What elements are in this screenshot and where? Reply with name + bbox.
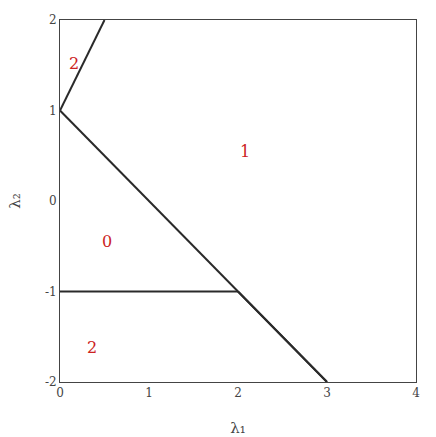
svg-text:-1: -1: [45, 285, 57, 299]
svg-text:2: 2: [234, 386, 242, 400]
svg-text:0: 0: [49, 194, 57, 208]
svg-text:0: 0: [56, 386, 64, 400]
svg-text:1: 1: [49, 104, 57, 118]
svg-text:3: 3: [323, 386, 331, 400]
svg-text:0: 0: [102, 232, 112, 251]
svg-text:2: 2: [87, 338, 97, 357]
svg-text:-2: -2: [45, 375, 57, 389]
svg-text:λ₂: λ₂: [6, 193, 24, 209]
svg-text:2: 2: [49, 13, 57, 27]
svg-text:4: 4: [412, 386, 420, 400]
svg-text:λ₁: λ₁: [230, 419, 246, 437]
svg-text:1: 1: [145, 386, 153, 400]
svg-text:2: 2: [69, 54, 79, 73]
svg-text:1: 1: [240, 142, 250, 161]
